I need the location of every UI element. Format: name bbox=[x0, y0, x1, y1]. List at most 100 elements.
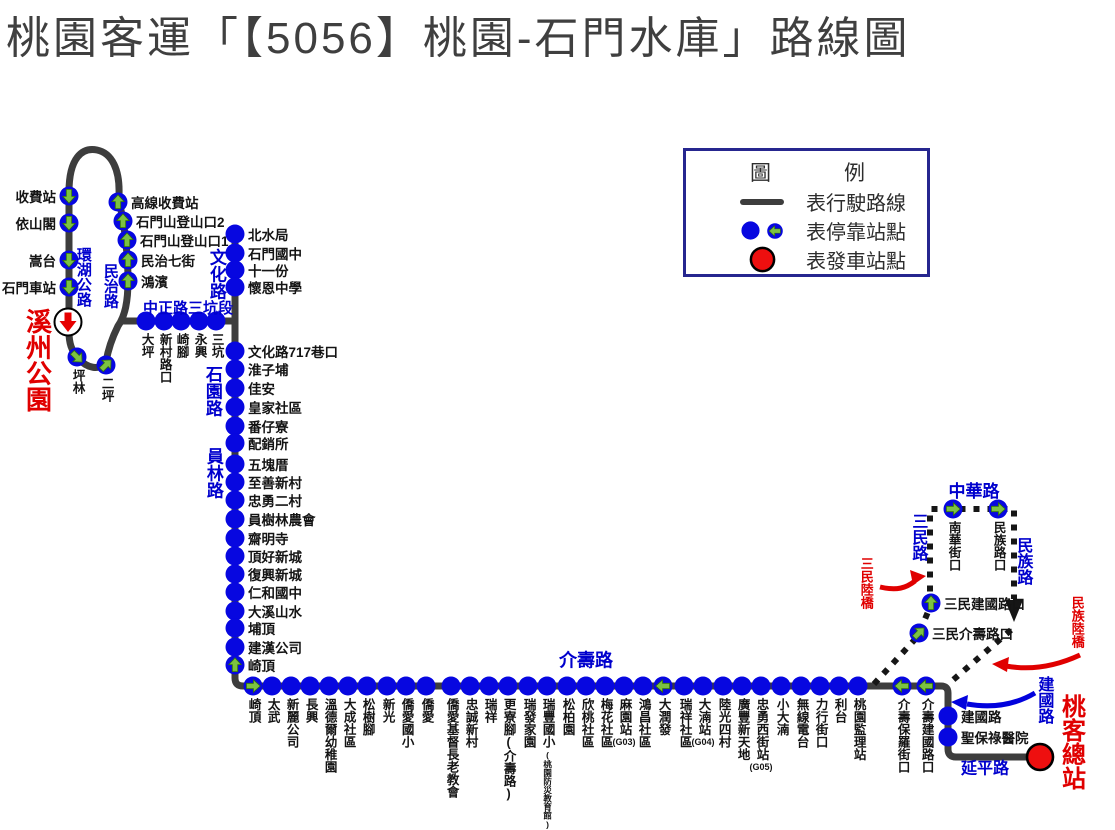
stop-marker-高線收費站 bbox=[107, 191, 129, 218]
stop-marker-石門山登山口2 bbox=[112, 210, 134, 237]
stop-marker-利台 bbox=[828, 675, 850, 702]
stop-marker-陸光四村 bbox=[712, 675, 734, 702]
stop-marker-三民建國路口 bbox=[920, 592, 942, 619]
stop-marker-介壽保羅街口 bbox=[891, 675, 913, 702]
stop-name: 崎頂 bbox=[246, 698, 261, 723]
stop-label-瑞發家園: 瑞發家園 bbox=[521, 698, 536, 748]
legend-item-label: 表發車站點 bbox=[806, 251, 906, 273]
stop-marker-民族路口 bbox=[987, 498, 1009, 525]
stop-marker-文化路717巷口 bbox=[224, 340, 246, 367]
stop-marker-永興 bbox=[188, 310, 210, 337]
stop-dot-and-arrow-icon bbox=[718, 220, 806, 241]
stop-label-廣豐新天地: 廣豐新天地 bbox=[735, 698, 750, 761]
stop-name: 忠誠新村 bbox=[463, 698, 478, 748]
stop-label-新麗公司: 新麗公司 bbox=[284, 698, 299, 748]
stop-name: 新村路口 bbox=[157, 333, 172, 383]
stop-label-嵩台: 嵩台 bbox=[29, 254, 56, 269]
stop-label-介壽保羅街口: 介壽保羅街口 bbox=[895, 698, 910, 773]
road-label-文化路: 文化路 bbox=[206, 248, 226, 300]
legend-item-label: 表行駛路線 bbox=[806, 193, 906, 215]
stop-label-欣桃社區: 欣桃社區 bbox=[579, 698, 594, 748]
stop-name: 介壽建國路口 bbox=[919, 698, 934, 773]
stop-name: 更寮腳(介壽路) bbox=[501, 698, 516, 801]
stop-marker-南華街口 bbox=[942, 498, 964, 525]
road-label-中華路: 中華路 bbox=[948, 482, 1000, 502]
stop-label-瑞豐國小: 瑞豐國小 (桃園防災教育館) bbox=[540, 698, 555, 830]
red-label-民族陸橋: 民族陸橋 bbox=[1069, 596, 1085, 648]
stop-label-大潤發: 大潤發 bbox=[656, 698, 671, 736]
stop-label-北水局: 北水局 bbox=[248, 228, 289, 243]
stop-marker-大湳站 bbox=[692, 675, 714, 702]
road-label-民治路: 民治路 bbox=[101, 263, 119, 309]
stop-label-佳安: 佳安 bbox=[248, 382, 275, 397]
road-label-建國路: 建國路 bbox=[1035, 676, 1053, 724]
stop-marker-五塊厝 bbox=[224, 453, 246, 480]
stop-marker-大坪 bbox=[135, 310, 157, 337]
stop-label-至善新村: 至善新村 bbox=[248, 476, 302, 491]
stop-label-大溪山水: 大溪山水 bbox=[248, 605, 302, 620]
stop-name: 溫德爾幼稚園 bbox=[322, 698, 337, 773]
stop-marker-忠勇二村 bbox=[224, 489, 246, 516]
stop-name: 坪林 bbox=[70, 369, 85, 394]
stop-name: 忠勇西街站 bbox=[754, 698, 769, 761]
stop-name: 松樹腳 bbox=[360, 698, 375, 736]
stop-name: 鴻昌社區 bbox=[636, 698, 651, 748]
stop-marker-無線電台 bbox=[790, 675, 812, 702]
stop-name: 三坑 bbox=[209, 333, 224, 358]
legend-box: 圖 例 表行駛路線 表停靠站點 表發車站點 bbox=[683, 148, 930, 277]
road-label-延平路: 延平路 bbox=[960, 760, 1010, 778]
stop-marker-僑愛國小 bbox=[395, 675, 417, 702]
stop-name: 梅花社區 bbox=[598, 698, 613, 748]
legend-item-stop: 表停靠站點 bbox=[686, 216, 927, 245]
stop-name: 小大湳 bbox=[774, 698, 789, 736]
stop-label-復興新城: 復興新城 bbox=[248, 568, 302, 583]
stop-name: 大坪 bbox=[139, 333, 154, 358]
stop-marker-新光 bbox=[376, 675, 398, 702]
stop-marker-大成社區 bbox=[337, 675, 359, 702]
stop-label-松樹腳: 松樹腳 bbox=[360, 698, 375, 736]
stop-marker-依山閣 bbox=[58, 212, 80, 239]
stop-name: 力行街口 bbox=[813, 698, 828, 748]
stop-name: 新光 bbox=[380, 698, 395, 723]
stop-name: 新麗公司 bbox=[284, 698, 299, 748]
stop-marker-番仔寮 bbox=[224, 415, 246, 442]
stop-label-溫德爾幼稚園: 溫德爾幼稚園 bbox=[322, 698, 337, 773]
stop-marker-聖保祿醫院 bbox=[937, 726, 959, 753]
stop-name: 崎腳 bbox=[174, 333, 189, 358]
stop-label-民治七街: 民治七街 bbox=[141, 254, 195, 269]
stop-label-忠勇西街站: 忠勇西街站 (G05) bbox=[749, 698, 772, 772]
stop-label-民族路口: 民族路口 bbox=[991, 521, 1006, 571]
stop-label-瑞祥社區: 瑞祥社區 bbox=[677, 698, 692, 748]
stop-marker-坪林 bbox=[66, 346, 88, 373]
stop-marker-石門山登山口1 bbox=[116, 229, 138, 256]
stop-label-無線電台: 無線電台 bbox=[794, 698, 809, 748]
stop-marker-石門車站 bbox=[58, 276, 80, 303]
stop-label-僑愛基督長老教會: 僑愛基督長老教會 bbox=[444, 698, 459, 798]
stop-name: 長興 bbox=[303, 698, 318, 723]
stop-marker-十一份 bbox=[224, 259, 246, 286]
stop-marker-二坪 bbox=[95, 354, 117, 381]
stop-label-松柏園: 松柏園 bbox=[560, 698, 575, 736]
stop-marker-僑愛基督長老教會 bbox=[440, 675, 462, 702]
stop-label-更寮腳(介壽路): 更寮腳(介壽路) bbox=[501, 698, 516, 801]
stop-marker-力行街口 bbox=[809, 675, 831, 702]
stop-station-code: (G05) bbox=[749, 761, 773, 772]
stop-name: 無線電台 bbox=[794, 698, 809, 748]
stop-label-僑愛: 僑愛 bbox=[419, 698, 434, 723]
stop-label-依山閣: 依山閣 bbox=[15, 217, 57, 232]
stop-label-建漢公司: 建漢公司 bbox=[248, 641, 302, 656]
stop-marker-松柏園 bbox=[556, 675, 578, 702]
stop-marker-欣桃社區 bbox=[575, 675, 597, 702]
stop-label-石門山登山口1: 石門山登山口1 bbox=[140, 234, 229, 249]
stop-station-code: (G03) bbox=[612, 736, 636, 747]
stop-marker-鴻昌社區 bbox=[632, 675, 654, 702]
stop-marker-桃園監理站 bbox=[847, 675, 869, 702]
stop-name: 利台 bbox=[832, 698, 847, 723]
jianguo-rd-arrow bbox=[966, 690, 1037, 709]
stop-marker-大潤發 bbox=[652, 675, 674, 702]
stop-marker-溫德爾幼稚園 bbox=[318, 675, 340, 702]
stop-label-淮子埔: 淮子埔 bbox=[248, 363, 289, 378]
stop-name: 太武 bbox=[265, 698, 280, 723]
stop-label-力行街口: 力行街口 bbox=[813, 698, 828, 748]
stop-name: 欣桃社區 bbox=[579, 698, 594, 748]
